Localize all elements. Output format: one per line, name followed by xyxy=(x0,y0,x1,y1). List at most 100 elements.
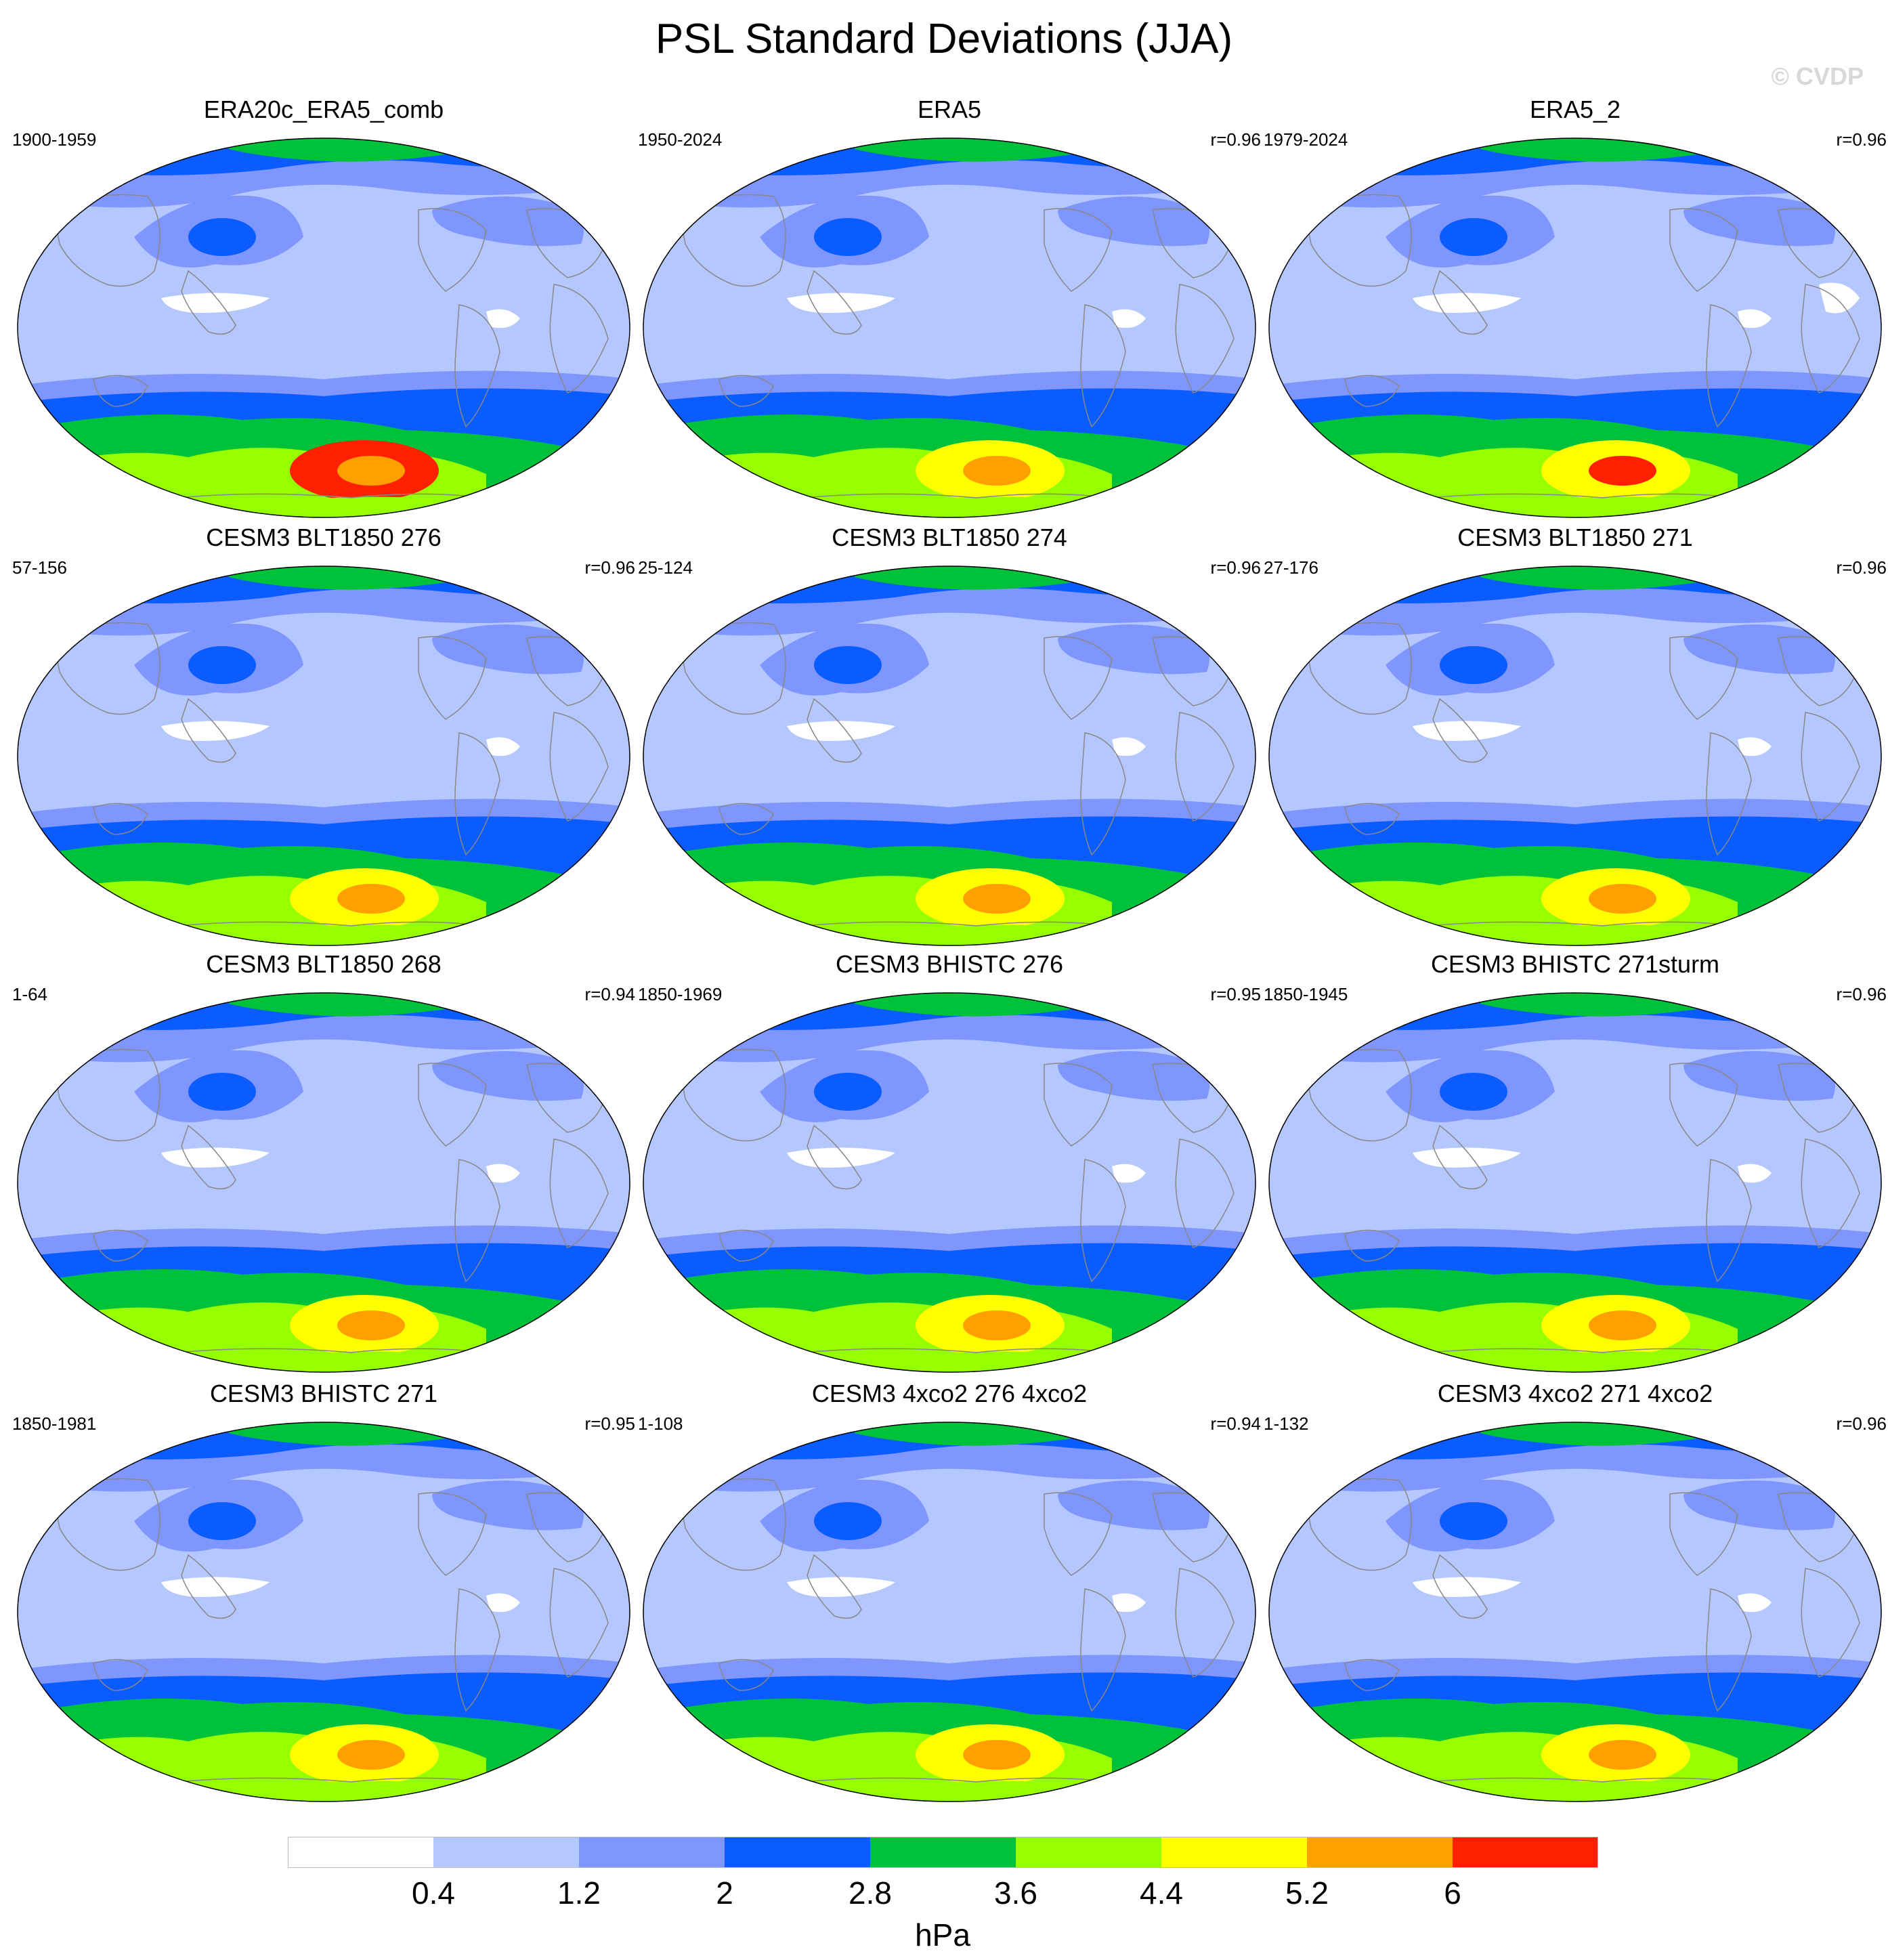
coastline xyxy=(1344,803,1400,835)
map-border xyxy=(17,992,630,1373)
map-plot xyxy=(643,137,1256,518)
field-tropics-low xyxy=(1738,1164,1772,1183)
colorbar-tick-label: 0.4 xyxy=(412,1875,455,1911)
map-panel: CESM3 4xco2 271 4xco2 1-132 r=0.96 xyxy=(1264,1379,1887,1806)
field-npacific-core xyxy=(814,218,882,256)
map-panel: CESM3 BHISTC 276 1850-1969 r=0.95 xyxy=(638,950,1261,1376)
map-plot xyxy=(643,992,1256,1373)
coastline xyxy=(454,732,500,856)
coastline xyxy=(454,304,500,428)
field-tropics-low xyxy=(161,1577,270,1597)
field-south-peak xyxy=(337,1311,405,1340)
coastline xyxy=(1706,732,1752,856)
field-south-peak xyxy=(1589,1311,1656,1340)
coastline xyxy=(1432,1554,1488,1619)
map-panel: CESM3 BLT1850 274 25-124 r=0.96 xyxy=(638,523,1261,950)
field-south-peak xyxy=(337,1740,405,1770)
map-panel: CESM3 BHISTC 271 1850-1981 r=0.95 xyxy=(12,1379,635,1806)
field-tropics-low xyxy=(1819,282,1860,314)
panel-title: CESM3 BLT1850 268 xyxy=(206,950,442,978)
map-plot xyxy=(1268,992,1882,1373)
coastline xyxy=(1044,1492,1113,1576)
coastline xyxy=(549,1568,609,1678)
field-tropics-low xyxy=(1112,1164,1146,1183)
map-border xyxy=(1268,566,1882,946)
panel-correlation: r=0.94 xyxy=(584,984,635,1004)
coastline xyxy=(52,194,160,287)
panel-correlation: r=0.96 xyxy=(1836,984,1887,1004)
panel-title: CESM3 BHISTC 271sturm xyxy=(1430,950,1720,978)
panel-title: CESM3 BLT1850 271 xyxy=(1457,524,1693,551)
map-plot xyxy=(1268,566,1882,946)
coastline xyxy=(1432,270,1488,335)
colorbar-swatch xyxy=(433,1837,580,1868)
coastline xyxy=(718,803,774,835)
field-tropics-low xyxy=(1413,721,1521,741)
colorbar-tick-label: 2.8 xyxy=(849,1875,892,1911)
map-border xyxy=(643,992,1256,1373)
coastline xyxy=(1669,1492,1738,1576)
map-border xyxy=(17,1422,630,1802)
coastline xyxy=(678,1048,786,1142)
field-tropics-low xyxy=(1738,737,1772,757)
field-tropics-low xyxy=(787,1147,895,1168)
panel-title: ERA5_2 xyxy=(1529,95,1621,123)
map-border xyxy=(643,566,1256,946)
field-npacific-core xyxy=(1440,218,1507,256)
coastline xyxy=(181,1124,236,1190)
panel-years: 1850-1945 xyxy=(1264,984,1348,1004)
coastline xyxy=(454,1159,500,1283)
field-tropics-low xyxy=(1738,1593,1772,1613)
field-south-peak xyxy=(963,884,1031,914)
coastline xyxy=(418,208,487,292)
coastline xyxy=(1344,1659,1400,1691)
coastline xyxy=(807,698,862,763)
panel-years: 27-176 xyxy=(1264,557,1318,578)
coastline xyxy=(718,1229,774,1262)
colorbar-swatch xyxy=(288,1837,434,1868)
panel-title: CESM3 4xco2 276 4xco2 xyxy=(811,1380,1088,1407)
field-tropics-low xyxy=(787,293,895,313)
field-tropics-low xyxy=(1112,737,1146,757)
colorbar-tick-label: 2 xyxy=(716,1875,733,1911)
colorbar-swatch xyxy=(1307,1837,1453,1868)
field-npacific-core xyxy=(188,1502,256,1540)
field-tropics-low xyxy=(787,721,895,741)
panel-title: CESM3 BHISTC 271 xyxy=(209,1380,438,1407)
coastline xyxy=(678,194,786,287)
field-npacific-core xyxy=(814,1502,882,1540)
field-tropics-low xyxy=(787,1577,895,1597)
field-south-peak xyxy=(337,456,405,486)
field-south-peak xyxy=(1589,1740,1656,1770)
coastline xyxy=(1304,1478,1412,1571)
coastline xyxy=(807,1554,862,1619)
coastline xyxy=(807,1124,862,1190)
coastline xyxy=(1706,1588,1752,1712)
map-plot xyxy=(643,1422,1256,1802)
colorbar-swatch xyxy=(1453,1837,1598,1868)
coastline xyxy=(1706,304,1752,428)
panel-correlation: r=0.96 xyxy=(1836,129,1887,150)
field-npacific-core xyxy=(814,646,882,684)
coastline xyxy=(1432,698,1488,763)
field-npacific-core xyxy=(188,218,256,256)
panel-years: 1950-2024 xyxy=(638,129,723,150)
field-tropics-low xyxy=(486,309,520,328)
map-panel: ERA5_2 1979-2024 r=0.96 xyxy=(1264,95,1887,521)
colorbar-swatch xyxy=(1161,1837,1308,1868)
coastline xyxy=(1175,1568,1235,1678)
panel-years: 1-132 xyxy=(1264,1413,1309,1434)
coastline xyxy=(1080,732,1126,856)
coastline xyxy=(1175,1138,1235,1248)
map-panel: CESM3 4xco2 276 4xco2 1-108 r=0.94 xyxy=(638,1379,1261,1806)
colorbar-swatch xyxy=(1016,1837,1162,1868)
map-plot xyxy=(17,1422,630,1802)
colorbar-swatch xyxy=(870,1837,1016,1868)
panel-years: 1850-1969 xyxy=(638,984,723,1004)
colorbar-tick-label: 6 xyxy=(1444,1875,1461,1911)
coastline xyxy=(718,1659,774,1691)
panel-correlation: r=0.96 xyxy=(1210,129,1261,150)
field-npacific-core xyxy=(188,1073,256,1111)
coastline xyxy=(678,622,786,715)
panel-title: ERA5 xyxy=(917,95,982,123)
